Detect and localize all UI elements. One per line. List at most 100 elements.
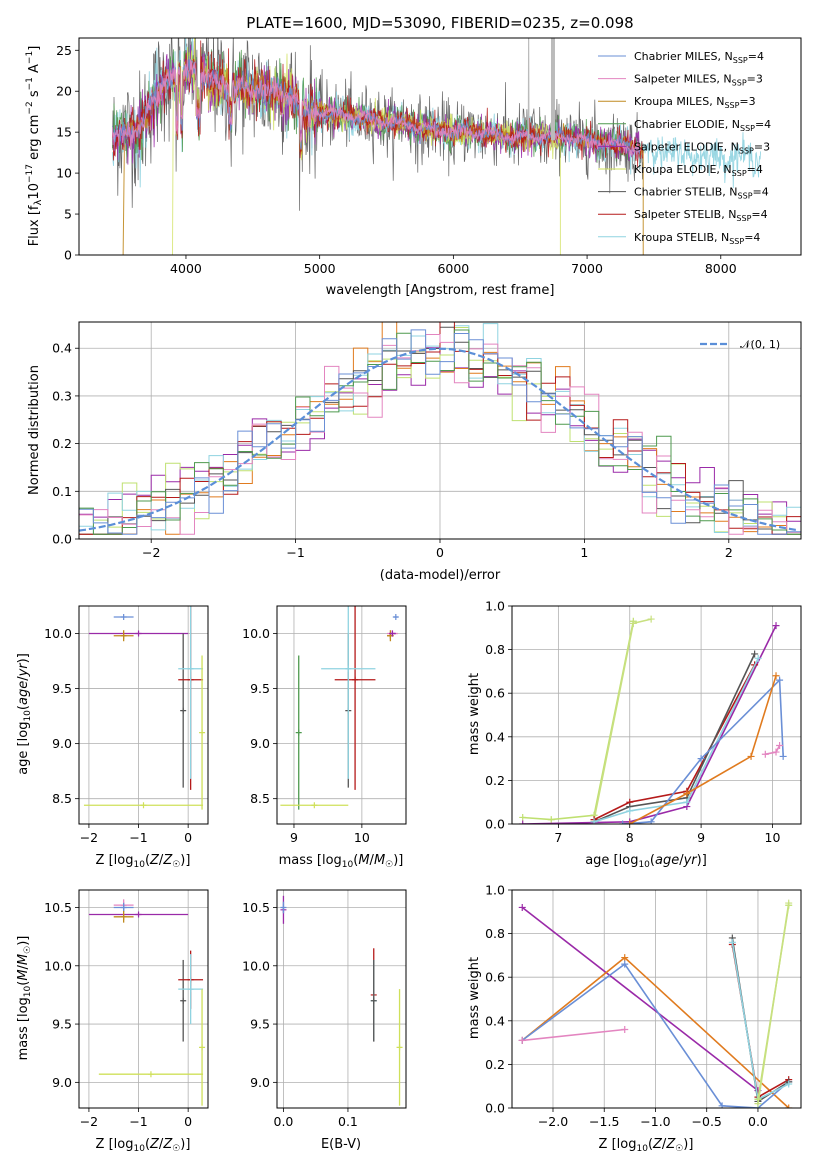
mass-weight-vs-Z-ytick-label: 0.4: [485, 1013, 505, 1028]
data-point: [120, 632, 127, 639]
mass-weight-vs-Z-frame: [511, 889, 802, 1109]
age-z-ylabel: age [log10(age/yr)]: [16, 653, 33, 775]
mw-z-ylabel: mass weight: [467, 957, 482, 1039]
spectrum-xtick-label: 8000: [705, 261, 737, 276]
series-marker: [683, 798, 691, 806]
series-marker: [754, 654, 762, 662]
mw-age-xlabel: age [log10(age/yr)]: [585, 853, 707, 870]
mass-vs-ebv-panel: 0.0 0.1 9.0 9.5 10.0 10.5: [242, 889, 407, 1129]
mass-vs-ebv-ytick-label: 10.5: [242, 900, 270, 915]
histogram-step: [79, 322, 801, 535]
mass-weight-vs-Z-marks: [518, 899, 793, 1108]
mass-vs-Z-xtick-label: 0: [184, 1114, 192, 1129]
residual-histogram-ytick-label: 0.0: [52, 532, 72, 547]
mass-vs-ebv-xtick-label: 0.0: [274, 1114, 294, 1129]
residual-histogram-ytick-label: 0.2: [52, 436, 72, 451]
age-vs-Z-ytick-label: 9.0: [52, 736, 72, 751]
series-marker: [754, 1100, 762, 1108]
residual-histogram-xtick-label: 0: [436, 545, 444, 560]
residual-histogram-marks: [79, 322, 801, 535]
legend-label: Salpeter MILES, NSSP=3: [634, 73, 763, 88]
age-vs-Z-ytick-label: 8.5: [52, 791, 72, 806]
data-point: [345, 665, 352, 672]
legend-label: Chabrier MILES, NSSP=4: [634, 50, 764, 65]
mass-weight-vs-Z-ytick-label: 0.6: [485, 970, 505, 985]
data-point: [187, 665, 194, 672]
age-vs-Z-frame: [78, 605, 209, 825]
mass-z-xlabel: Z [log10(Z/Z☉)]: [96, 1137, 191, 1154]
age-vs-mass-frame: [276, 605, 407, 825]
spectrum-panel: 4000 5000 6000 7000 8000 0 5 10 15 20 25 Chabrier M…: [56, 37, 802, 276]
spectrum-emission-band: [550, 38, 555, 141]
mass-ebv-xlabel: E(B-V): [321, 1137, 361, 1152]
mass-vs-Z-panel: −2 −1 0 9.0 9.5 10.0 10.5: [44, 889, 209, 1129]
series-marker: [772, 622, 780, 630]
mass-weight-vs-age-marks: [519, 615, 787, 824]
histogram-step: [79, 329, 801, 535]
svg-text:Flux [fλ10−17 erg cm−2 s−1 A−1: Flux [fλ10−17 erg cm−2 s−1 A−1]: [25, 46, 44, 247]
data-point: [280, 904, 287, 911]
series-marker: [518, 903, 526, 911]
series-marker: [590, 818, 598, 824]
mass-vs-Z-ytick-label: 9.5: [52, 1017, 72, 1032]
series-line: [522, 625, 777, 824]
legend-label: Salpeter ELODIE, NSSP=3: [634, 140, 770, 155]
mass-weight-vs-age-xtick-label: 10: [765, 830, 781, 845]
series-marker: [776, 742, 784, 750]
series-marker: [718, 1102, 726, 1108]
series-marker: [518, 1036, 526, 1044]
series-line: [593, 664, 756, 821]
mass-vs-ebv-xtick-label: 0.1: [338, 1114, 358, 1129]
spectrum-legend: Chabrier MILES, NSSP=4 Salpeter MILES, NS…: [598, 50, 771, 246]
age-vs-Z-ytick-label: 10.0: [44, 626, 72, 641]
legend-label: Salpeter STELIB, NSSP=4: [634, 208, 768, 223]
mass-weight-vs-age-grid: [512, 605, 801, 825]
spectrum-line: [122, 59, 644, 255]
residual-histogram-frame: [78, 321, 802, 540]
spectrum-ytick-label: 5: [64, 207, 72, 222]
legend-label: 𝒩(0, 1): [740, 338, 780, 351]
legend-label: Kroupa STELIB, NSSP=4: [634, 231, 760, 246]
age-vs-mass-marks: [280, 606, 399, 810]
mass-vs-ebv-marks: [280, 895, 403, 1106]
mass-weight-vs-age-ytick-label: 0.4: [485, 729, 505, 744]
age-vs-Z-xtick-label: −2: [80, 830, 98, 845]
spectrum-xlabel: wavelength [Angstrom, rest frame]: [326, 283, 555, 298]
spectrum-xtick-label: 7000: [571, 261, 603, 276]
mass-weight-vs-age-xtick-label: 9: [697, 830, 705, 845]
series-marker: [626, 807, 634, 815]
mass-weight-vs-Z-panel: −2.0 −1.5 −1.0 −0.5 0.0 0.0 0.2 0.4 0.6 0.8 1.0: [485, 883, 802, 1129]
mass-weight-vs-Z-ytick-label: 0.2: [485, 1057, 505, 1072]
age-vs-mass-ytick-label: 10.0: [242, 626, 270, 641]
age-mass-xlabel: mass [log10(M/M☉)]: [279, 853, 404, 870]
mass-vs-Z-frame: [78, 889, 209, 1109]
age-z-xlabel: Z [log10(Z/Z☉)]: [96, 853, 191, 870]
series-marker: [626, 820, 634, 824]
mass-weight-vs-age-ytick-label: 0.8: [485, 642, 505, 657]
residual-histogram-xtick-label: 1: [580, 545, 588, 560]
spectrum-ytick-label: 10: [56, 166, 72, 181]
spectrum-marks: [111, 38, 762, 255]
data-point: [295, 729, 302, 736]
series-line: [629, 675, 777, 824]
data-point: [187, 986, 194, 993]
data-point: [135, 911, 142, 918]
mass-vs-Z-grid: [79, 890, 208, 1108]
series-marker: [779, 752, 787, 760]
spectrum-frame: [78, 37, 802, 256]
mass-vs-ebv-ytick-label: 9.0: [250, 1075, 270, 1090]
age-vs-mass-panel: 9 10 8.5 9.0 9.5 10.0: [242, 605, 407, 845]
svg-text:mass [log10(M/M☉)]: mass [log10(M/M☉)]: [16, 936, 33, 1061]
mass-vs-ebv-grid: [277, 890, 406, 1108]
series-marker: [647, 818, 655, 824]
age-vs-Z-grid: [79, 606, 208, 824]
series-marker: [619, 820, 627, 824]
series-marker: [683, 789, 691, 797]
age-vs-mass-ytick-label: 8.5: [250, 791, 270, 806]
mass-vs-Z-xtick-label: −1: [129, 1114, 147, 1129]
data-point: [120, 913, 127, 920]
mass-vs-Z-ytick-label: 10.5: [44, 900, 72, 915]
data-point: [352, 676, 359, 683]
series-marker: [785, 899, 793, 907]
